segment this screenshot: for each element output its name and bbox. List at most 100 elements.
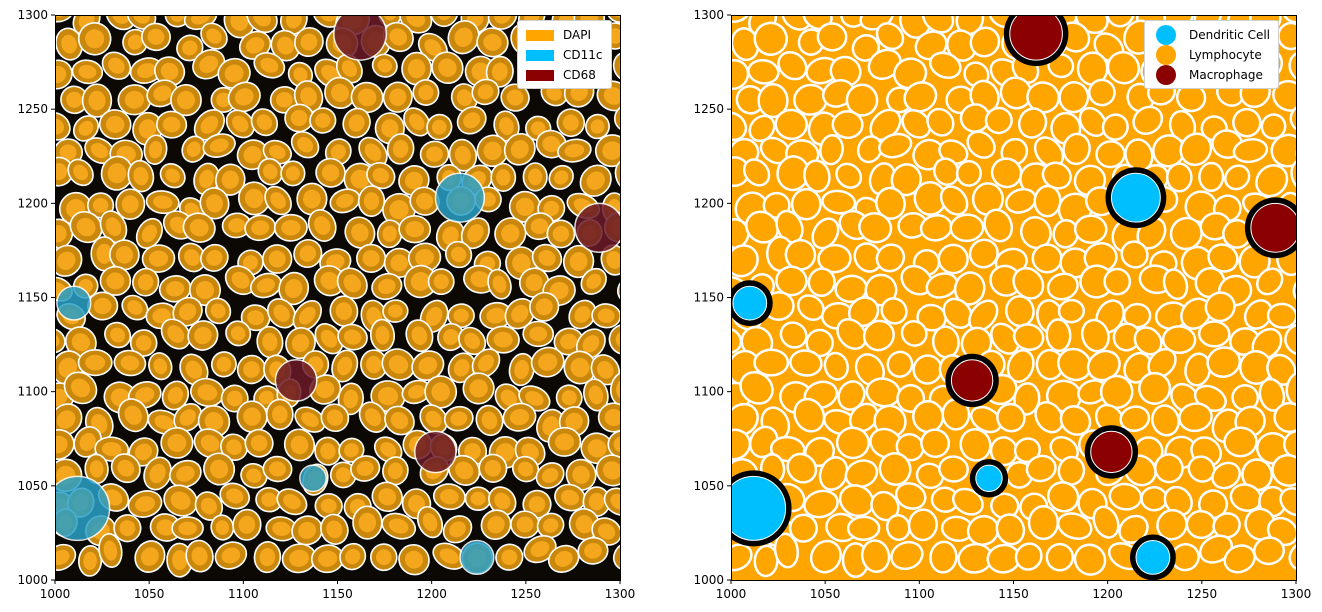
lymphocyte-cell	[803, 489, 839, 519]
lymphocyte-cell	[915, 462, 945, 490]
x-tick-label: 1200	[1092, 587, 1123, 601]
nucleus-core	[200, 497, 217, 515]
lymphocyte-cell	[983, 208, 1014, 243]
lymphocyte-cell	[1266, 302, 1296, 329]
nucleus-core	[133, 166, 149, 186]
lymphocyte-cell	[1095, 140, 1126, 169]
lymphocyte-cell	[901, 109, 932, 139]
lymphocyte-cell	[1140, 485, 1168, 512]
lymphocyte-cell	[1179, 132, 1213, 167]
nucleus-core	[364, 143, 382, 161]
nucleus-cell	[609, 371, 620, 407]
nucleus-core	[258, 390, 274, 405]
nucleus-core	[134, 443, 153, 461]
legend-label: DAPI	[563, 28, 592, 42]
nucleus-core	[406, 15, 426, 27]
nucleus-core	[221, 547, 241, 564]
lymphocyte-cell	[968, 238, 999, 269]
nucleus-core	[120, 355, 140, 371]
nucleus-core	[454, 27, 473, 47]
lymphocyte-cell	[731, 402, 759, 437]
legend-label: Macrophage	[1189, 68, 1263, 82]
nucleus-core	[148, 250, 169, 267]
nucleus-core	[127, 300, 143, 315]
lymphocyte-cell	[788, 513, 818, 543]
nucleus-core	[191, 15, 211, 25]
lymphocyte-cell	[938, 455, 969, 483]
nucleus-core	[470, 491, 486, 506]
nucleus-core	[76, 217, 96, 237]
lymphocyte-cell	[837, 380, 866, 411]
nucleus-core	[392, 139, 409, 158]
lymphocyte-cell	[926, 107, 955, 137]
nucleus-core	[272, 521, 291, 536]
lymphocyte-cell	[878, 132, 913, 159]
nucleus-core	[262, 332, 278, 352]
nucleus-core	[251, 220, 270, 236]
nucleus-core	[483, 33, 502, 51]
nucleus-core	[604, 408, 620, 427]
nucleus-core	[606, 251, 620, 269]
marker-cell	[574, 202, 620, 253]
lymphocyte-cell	[774, 108, 808, 141]
nucleus-core	[234, 88, 254, 106]
nucleus-core	[613, 436, 620, 453]
macrophage-cell	[1009, 15, 1063, 61]
nucleus-core	[404, 550, 424, 569]
lymphocyte-cell	[1241, 458, 1274, 492]
nucleus-core	[330, 83, 350, 103]
nucleus-core	[424, 39, 442, 56]
lymphocyte-cell	[1027, 505, 1060, 541]
nucleus-core	[516, 516, 534, 533]
lymphocyte-cell	[1087, 78, 1116, 107]
lymphocyte-cell	[1103, 267, 1132, 296]
y-tick-label: 1100	[17, 385, 48, 399]
lymphocyte-cell	[900, 319, 928, 347]
nucleus-core	[493, 331, 513, 348]
nucleus-core	[261, 492, 277, 507]
lymphocyte-cell	[1120, 240, 1149, 269]
y-tick-label: 1150	[693, 291, 724, 305]
lymphocyte-cell	[1206, 346, 1242, 378]
lymphocyte-cell	[1271, 453, 1296, 487]
dendritic-cell	[1135, 540, 1171, 575]
legend-label: Dendritic Cell	[1189, 28, 1270, 42]
nucleus-core	[431, 119, 447, 135]
nucleus-core	[245, 37, 265, 54]
nucleus-core	[330, 144, 346, 160]
lymphocyte-cell	[1162, 268, 1189, 301]
nucleus-core	[364, 408, 382, 427]
nucleus-core	[337, 356, 353, 376]
lymphocyte-cell	[811, 217, 840, 250]
nucleus-cell	[55, 15, 75, 23]
marker-cell	[55, 475, 111, 542]
nucleus-core	[224, 64, 244, 83]
nucleus-core	[228, 218, 246, 233]
nucleus-core	[302, 189, 321, 209]
nucleus-core	[542, 135, 561, 153]
nucleus-core	[390, 254, 409, 272]
nucleus-core	[273, 304, 290, 322]
lymphocyte-cell	[856, 135, 883, 164]
nucleus-core	[407, 385, 425, 399]
y-tick-label: 1250	[693, 102, 724, 116]
lymphocyte-cell	[835, 162, 863, 189]
nucleus-core	[372, 167, 390, 184]
nucleus-core	[136, 63, 156, 79]
nucleus-core	[170, 15, 185, 22]
lymphocyte-cell	[789, 349, 823, 377]
nucleus-core	[106, 272, 125, 290]
nucleus-core	[147, 28, 165, 45]
nucleus-core	[55, 225, 67, 243]
nucleus-core	[320, 442, 336, 460]
lymphocyte-cell	[1058, 81, 1090, 114]
nucleus-core	[197, 384, 218, 401]
lymphocyte-cell	[742, 158, 771, 187]
nucleus-core	[584, 542, 602, 559]
nucleus-core	[260, 57, 279, 73]
nucleus-core	[250, 435, 268, 452]
lymphocyte-cell	[969, 26, 1001, 58]
nucleus-core	[270, 192, 286, 209]
lymphocyte-cell	[1212, 512, 1241, 539]
nucleus-core	[431, 382, 451, 402]
